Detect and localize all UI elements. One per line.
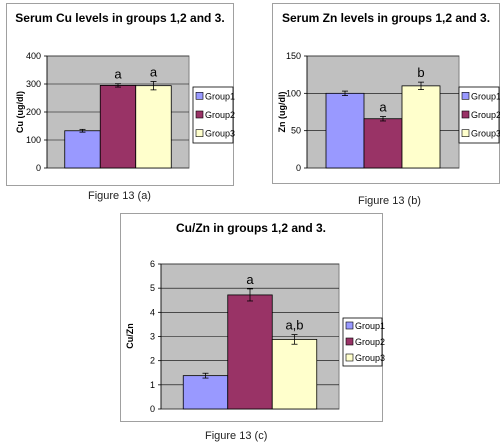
legend-label-group1: Group1 [471,91,500,101]
y-axis-title: Cu/Zn [125,323,135,349]
bar-group3 [401,85,441,169]
legend-label-group3: Group3 [205,129,235,139]
y-tick-label: 1 [150,380,155,390]
bar-group3 [135,85,172,169]
chart-cu-levels: Serum Cu levels in groups 1,2 and 3. 0 100… [6,3,235,186]
y-tick-label: 150 [286,51,301,61]
legend-swatch-group2 [195,110,204,119]
legend-swatch-group3 [345,353,354,362]
chart-title: Serum Cu levels in groups 1,2 and 3. [15,11,224,25]
y-tick-label: 300 [26,79,41,89]
legend-swatch-group3 [461,129,470,137]
legend-label-group3: Group3 [355,353,385,363]
caption-figure-13a: Figure 13 (a) [88,190,151,202]
y-tick-label: 200 [26,107,41,117]
y-tick-label: 3 [150,332,155,342]
bar-group2 [227,294,273,410]
y-axis-title: Zn (ug/dl) [277,92,287,133]
y-tick-label: 100 [26,135,41,145]
bar-group1 [325,92,365,169]
legend-label-group2: Group2 [471,110,500,120]
y-tick-label: 0 [150,404,155,414]
bar-group1 [64,130,101,169]
y-tick-label: 6 [150,259,155,269]
legend-swatch-group1 [461,92,470,100]
y-tick-label: 2 [150,356,155,366]
caption-figure-13c: Figure 13 (c) [205,430,268,442]
bar-group3 [271,339,318,410]
legend-swatch-group1 [345,321,354,330]
chart-zn-svg: Serum Zn levels in groups 1,2 and 3. 0 50 1… [277,11,500,173]
chart-ratio-svg: Cu/Zn in groups 1,2 and 3. 0 1 2 3 4 5 6 Cu/Zn a a… [125,221,385,414]
y-tick-label: 50 [291,126,301,136]
significance-label: a [379,99,387,114]
chart-cu-zn-ratio: Cu/Zn in groups 1,2 and 3. 0 1 2 3 4 5 6 Cu/Zn a a… [120,213,385,422]
significance-label: b [417,65,424,80]
bar-group2 [363,118,403,169]
significance-label: a [150,64,158,79]
bar-group1 [182,375,229,410]
chart-title: Serum Zn levels in groups 1,2 and 3. [282,11,490,25]
chart-title: Cu/Zn in groups 1,2 and 3. [176,221,326,235]
y-tick-label: 4 [150,307,155,317]
legend-label-group2: Group2 [205,110,235,120]
legend-label-group2: Group2 [355,337,385,347]
legend-swatch-group2 [345,337,354,346]
y-tick-label: 100 [286,88,301,98]
legend-label-group3: Group3 [471,129,500,139]
chart-cu-svg: Serum Cu levels in groups 1,2 and 3. 0 100… [15,11,235,173]
significance-label: a [246,272,254,287]
legend-swatch-group3 [195,129,204,137]
chart-zn-levels: Serum Zn levels in groups 1,2 and 3. 0 50 1… [272,3,500,184]
legend-swatch-group2 [461,110,470,119]
bar-group2 [99,85,137,169]
legend-label-group1: Group1 [205,91,235,101]
legend-swatch-group1 [195,92,204,100]
y-tick-label: 0 [296,163,301,173]
y-tick-label: 0 [36,163,41,173]
y-axis-title: Cu (ug/dl) [15,91,25,133]
y-tick-label: 5 [150,283,155,293]
significance-label: a,b [285,318,303,333]
legend-label-group1: Group1 [355,321,385,331]
significance-label: a [114,67,122,82]
y-tick-label: 400 [26,51,41,61]
caption-figure-13b: Figure 13 (b) [358,195,421,207]
